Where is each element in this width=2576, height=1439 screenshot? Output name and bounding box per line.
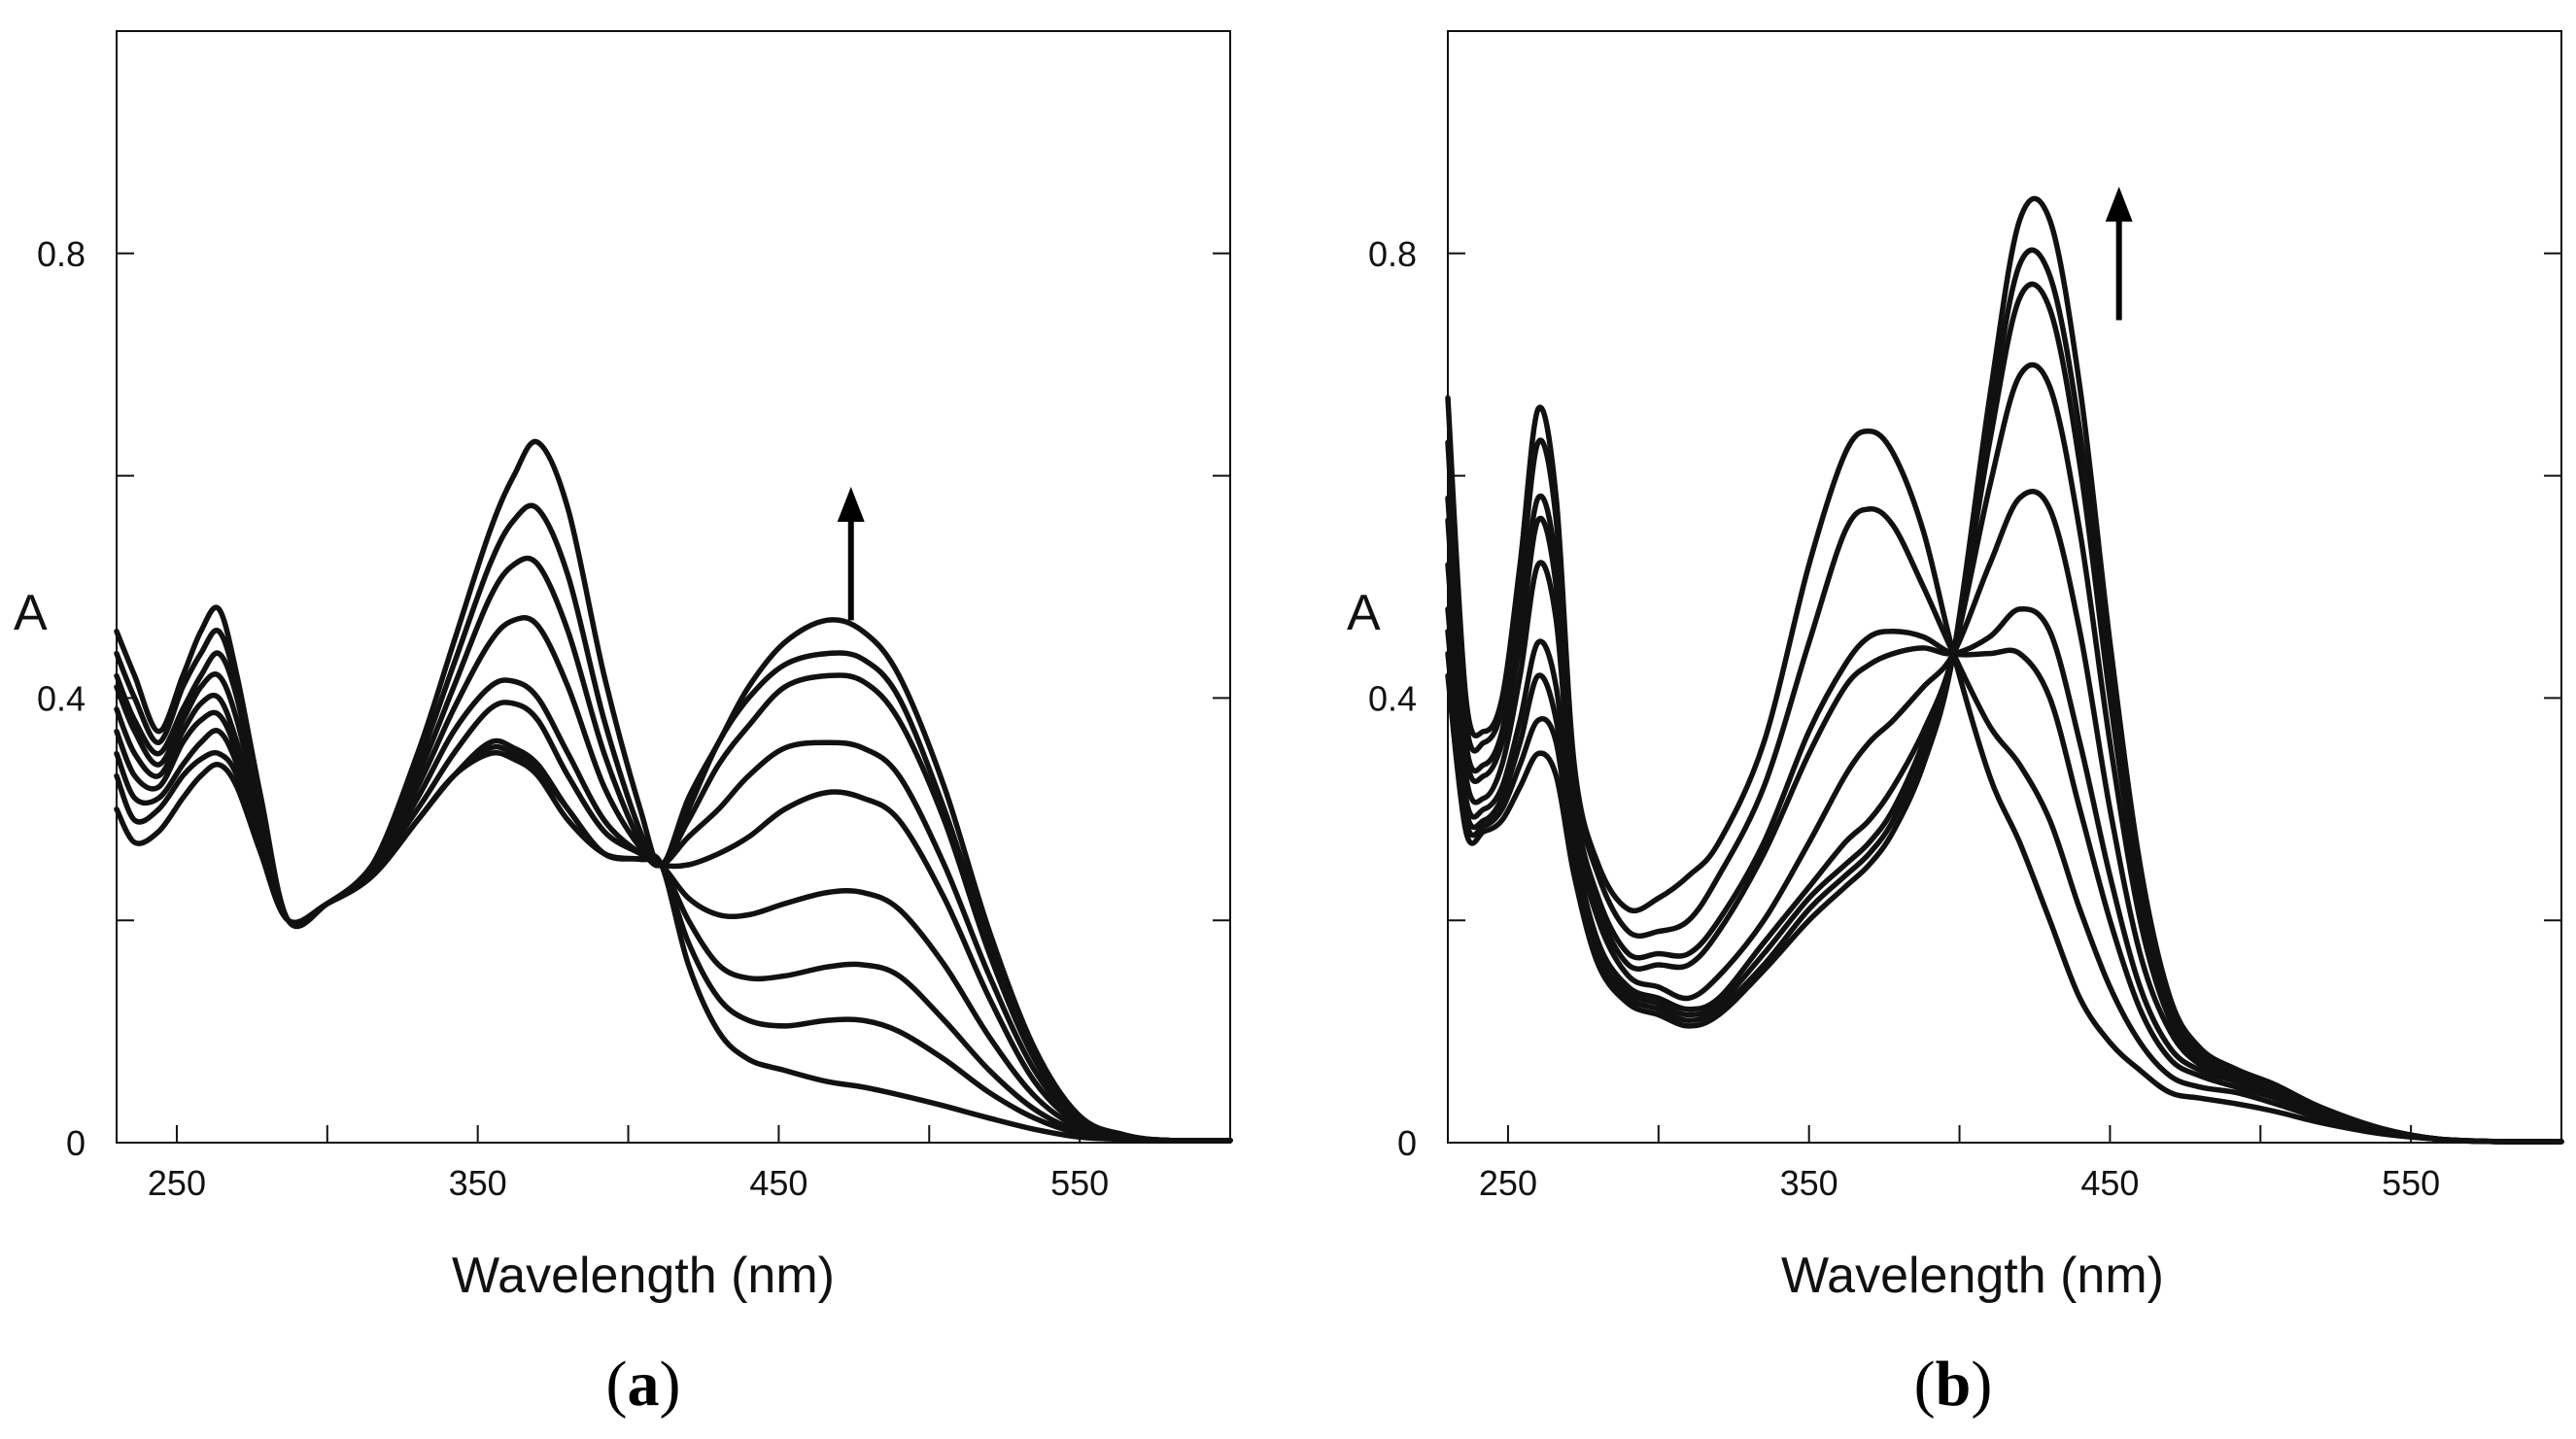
series-line-a-6 <box>114 615 1233 1144</box>
y-tick-label: 0 <box>1397 1123 1417 1163</box>
panel-b-chart: 250 350 450 550 0 0.4 0.8 A Wavelength (nm) (b… <box>1347 30 2564 1420</box>
x-tick-label: 550 <box>2382 1163 2440 1203</box>
y-tick-label: 0 <box>66 1123 86 1163</box>
series-line-b-6 <box>1445 361 2564 1145</box>
panel-b-series <box>1445 195 2564 1145</box>
panel-a-caption: (a) <box>606 1349 681 1420</box>
series-line-a-1 <box>114 749 1233 1144</box>
trend-arrow-head <box>837 487 865 523</box>
panel-a-caption-letter: a <box>628 1349 660 1420</box>
series-line-a-9 <box>114 438 1233 1144</box>
x-tick-label: 250 <box>148 1163 206 1203</box>
trend-arrow-head <box>2105 187 2133 223</box>
x-tick-label: 550 <box>1050 1163 1109 1203</box>
x-tick-label: 350 <box>449 1163 507 1203</box>
x-tick-label: 350 <box>1780 1163 1838 1203</box>
series-line-b-8 <box>1445 247 2564 1145</box>
series-line-b-9 <box>1445 195 2564 1145</box>
series-line-a-5 <box>114 677 1233 1144</box>
series-line-b-3 <box>1445 493 2564 1145</box>
series-line-a-4 <box>114 700 1233 1144</box>
panel-b-arrow <box>2105 187 2133 321</box>
panel-b-xlabel: Wavelength (nm) <box>1781 1248 2164 1304</box>
panel-a-ylabel: A <box>14 585 48 641</box>
panel-b-caption: (b) <box>1914 1349 1993 1420</box>
series-line-b-2 <box>1445 437 2564 1145</box>
x-tick-label: 250 <box>1479 1163 1537 1203</box>
y-tick-label: 0.8 <box>1368 234 1417 274</box>
panel-a-plot-frame <box>116 30 1231 1144</box>
y-tick-label: 0.8 <box>37 234 86 274</box>
series-line-a-3 <box>114 728 1233 1144</box>
panel-a-ticks: 250 350 450 550 0 0.4 0.8 <box>37 234 1230 1203</box>
panel-a-arrow <box>837 487 865 621</box>
panel-b-caption-letter: b <box>1936 1349 1972 1420</box>
y-tick-label: 0.4 <box>1368 678 1417 718</box>
series-line-a-2 <box>114 743 1233 1144</box>
panel-a-xlabel: Wavelength (nm) <box>452 1248 835 1304</box>
panel-b-ticks: 250 350 450 550 0 0.4 0.8 <box>1368 234 2561 1203</box>
x-tick-label: 450 <box>749 1163 807 1203</box>
x-tick-label: 450 <box>2080 1163 2139 1203</box>
panel-a-chart: 250 350 450 550 0 0.4 0.8 A Wavelength (nm) (a… <box>14 30 1233 1420</box>
panel-a-series <box>114 438 1233 1144</box>
series-line-b-4 <box>1445 515 2564 1145</box>
panel-b-ylabel: A <box>1347 585 1381 641</box>
series-line-a-8 <box>114 502 1233 1144</box>
series-line-b-1 <box>1445 394 2564 1145</box>
series-line-b-5 <box>1445 489 2564 1145</box>
y-tick-label: 0.4 <box>37 678 86 718</box>
